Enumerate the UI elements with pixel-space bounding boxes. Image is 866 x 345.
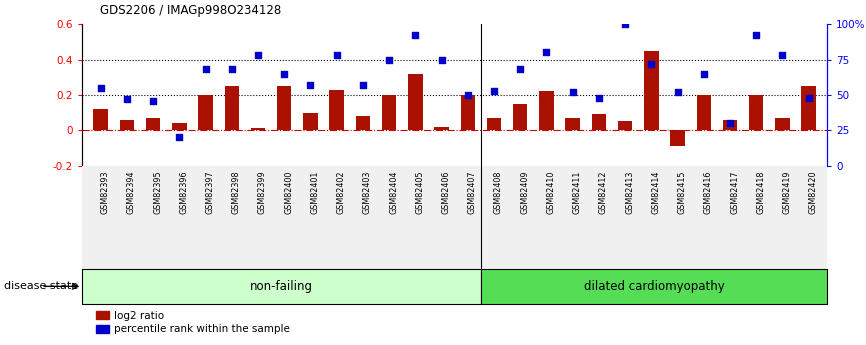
Point	[146, 98, 160, 103]
Point	[330, 52, 344, 58]
Bar	[723, 120, 737, 130]
Text: GSM82415: GSM82415	[677, 171, 687, 214]
Text: GSM82416: GSM82416	[704, 171, 713, 214]
Text: GSM82419: GSM82419	[783, 171, 792, 214]
Text: non-failing: non-failing	[250, 280, 313, 293]
Bar	[644, 51, 658, 130]
Bar	[487, 118, 501, 130]
Text: GSM82417: GSM82417	[730, 171, 739, 214]
Text: GSM82399: GSM82399	[258, 171, 267, 214]
Text: dilated cardiomyopathy: dilated cardiomyopathy	[584, 280, 725, 293]
Bar	[591, 114, 606, 130]
Text: GSM82400: GSM82400	[284, 171, 294, 214]
Bar	[408, 73, 423, 130]
Point	[277, 71, 291, 76]
Bar	[565, 118, 580, 130]
Text: GSM82397: GSM82397	[205, 171, 215, 214]
Text: GSM82406: GSM82406	[442, 171, 450, 214]
Bar	[513, 104, 527, 130]
Text: GSM82402: GSM82402	[337, 171, 346, 214]
Text: GSM82412: GSM82412	[599, 171, 608, 214]
Bar	[224, 86, 239, 130]
Point	[409, 33, 423, 38]
Point	[225, 67, 239, 72]
Point	[120, 96, 133, 102]
Text: GSM82393: GSM82393	[100, 171, 110, 214]
Point	[802, 95, 816, 100]
Text: GSM82420: GSM82420	[809, 171, 818, 214]
Text: GSM82407: GSM82407	[468, 171, 477, 214]
Bar	[749, 95, 764, 130]
Bar	[82, 269, 481, 304]
Text: disease state: disease state	[3, 282, 78, 291]
Text: GSM82395: GSM82395	[153, 171, 162, 214]
Point	[94, 85, 107, 91]
Bar	[801, 86, 816, 130]
Text: GSM82408: GSM82408	[494, 171, 503, 214]
Bar	[696, 95, 711, 130]
Point	[697, 71, 711, 76]
Point	[592, 95, 606, 100]
Text: GSM82418: GSM82418	[756, 171, 766, 214]
Bar	[303, 112, 318, 130]
Bar	[172, 123, 186, 130]
Bar	[277, 86, 291, 130]
Point	[435, 57, 449, 62]
Text: GSM82396: GSM82396	[179, 171, 188, 214]
Bar	[356, 116, 370, 130]
Bar	[775, 118, 790, 130]
Text: GDS2206 / IMAGp998O234128: GDS2206 / IMAGp998O234128	[100, 4, 281, 17]
Bar	[481, 269, 827, 304]
Point	[565, 89, 579, 95]
Bar	[120, 120, 134, 130]
Text: GSM82409: GSM82409	[520, 171, 529, 214]
Text: GSM82398: GSM82398	[232, 171, 241, 214]
Bar	[329, 90, 344, 130]
Point	[776, 52, 790, 58]
Point	[487, 88, 501, 93]
Bar	[251, 128, 265, 130]
Bar	[670, 130, 685, 146]
Point	[644, 61, 658, 67]
Point	[172, 135, 186, 140]
Bar	[198, 95, 213, 130]
Point	[198, 67, 212, 72]
Bar	[435, 127, 449, 130]
Point	[749, 33, 763, 38]
Legend: log2 ratio, percentile rank within the sample: log2 ratio, percentile rank within the s…	[96, 311, 290, 334]
Text: GSM82401: GSM82401	[310, 171, 320, 214]
Point	[618, 21, 632, 27]
Point	[461, 92, 475, 98]
Text: GSM82414: GSM82414	[651, 171, 661, 214]
Text: GSM82411: GSM82411	[572, 171, 582, 214]
Point	[670, 89, 684, 95]
Text: GSM82410: GSM82410	[546, 171, 555, 214]
Point	[382, 57, 396, 62]
Point	[514, 67, 527, 72]
Bar	[94, 109, 108, 130]
Bar	[461, 95, 475, 130]
Point	[303, 82, 317, 88]
Bar	[618, 121, 632, 130]
Point	[723, 120, 737, 126]
Bar	[540, 91, 553, 130]
Point	[540, 50, 553, 55]
Text: GSM82403: GSM82403	[363, 171, 372, 214]
Text: GSM82394: GSM82394	[126, 171, 136, 214]
Text: GSM82405: GSM82405	[416, 171, 424, 214]
Point	[356, 82, 370, 88]
Text: GSM82404: GSM82404	[389, 171, 398, 214]
Text: GSM82413: GSM82413	[625, 171, 634, 214]
Bar	[382, 95, 397, 130]
Point	[251, 52, 265, 58]
Bar	[145, 118, 160, 130]
